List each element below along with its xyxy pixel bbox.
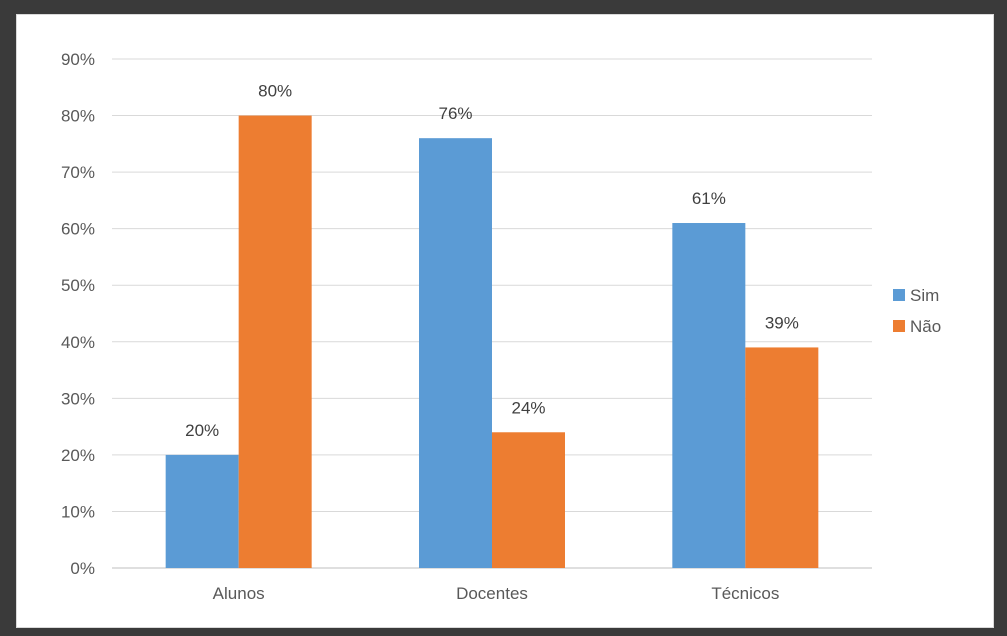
data-label: 20% xyxy=(185,421,219,440)
legend-swatch xyxy=(893,289,905,301)
y-tick-label: 70% xyxy=(61,163,95,182)
bar-chart: 0%10%20%30%40%50%60%70%80%90% 20%80%76%2… xyxy=(61,50,941,603)
data-labels: 20% 80% 76% 24% 61% 39% xyxy=(185,82,799,440)
legend-item: Sim xyxy=(893,286,939,305)
data-label: 76% xyxy=(438,104,472,123)
bar-sim-docentes xyxy=(419,138,492,568)
y-tick-label: 40% xyxy=(61,333,95,352)
data-label: 24% xyxy=(511,398,545,417)
y-tick-label: 10% xyxy=(61,502,95,521)
y-tick-label: 60% xyxy=(61,220,95,239)
x-tick-label: Técnicos xyxy=(711,584,779,603)
y-tick-label: 50% xyxy=(61,276,95,295)
y-axis-tick-labels: 0% 10% 20% 30% 40% 50% 60% 70% 80% 90% xyxy=(61,50,95,578)
legend-label: Não xyxy=(910,317,941,336)
data-label: 80% xyxy=(258,82,292,101)
bar-no-tcnicos xyxy=(745,347,819,568)
y-tick-label: 20% xyxy=(61,446,95,465)
legend-item: Não xyxy=(893,317,941,336)
x-tick-label: Docentes xyxy=(456,584,528,603)
legend: Sim Não xyxy=(893,286,941,336)
bar-no-docentes xyxy=(492,432,565,568)
legend-swatch xyxy=(893,320,905,332)
bar-no-alunos xyxy=(238,115,312,569)
x-tick-label: Alunos xyxy=(213,584,265,603)
x-axis-tick-labels: Alunos Docentes Técnicos xyxy=(213,584,780,603)
chart-area: 0% 10% 20% 30% 40% 50% 60% 70% 80% 90% 20% 80% 76% 2… xyxy=(16,14,994,628)
bar-sim-tcnicos xyxy=(672,223,746,568)
bar-sim-alunos xyxy=(165,454,239,568)
y-tick-label: 90% xyxy=(61,50,95,69)
bars xyxy=(165,115,819,569)
y-tick-label: 0% xyxy=(70,559,95,578)
data-label: 61% xyxy=(692,189,726,208)
legend-label: Sim xyxy=(910,286,939,305)
data-label: 39% xyxy=(765,313,799,332)
y-tick-label: 80% xyxy=(61,107,95,126)
y-tick-label: 30% xyxy=(61,389,95,408)
